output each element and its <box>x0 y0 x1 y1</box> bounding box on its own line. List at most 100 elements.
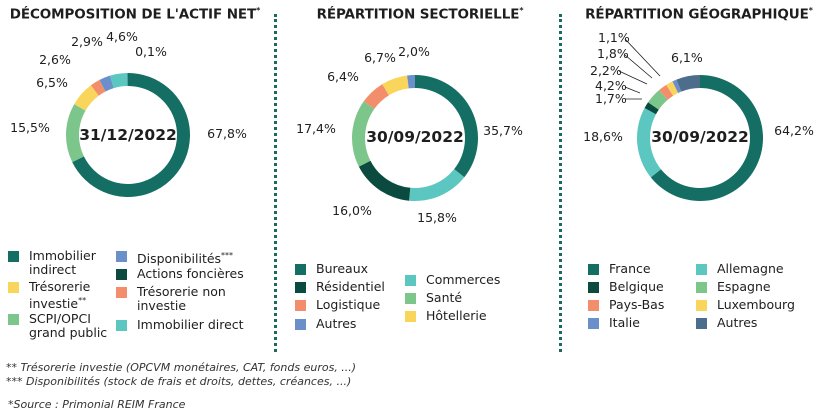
chart-title: DÉCOMPOSITION DE L'ACTIF NET* <box>9 6 261 23</box>
divider <box>559 14 562 352</box>
legend-label: Actions foncières <box>137 266 244 281</box>
footnote-tresorerie: ** Trésorerie investie (OPCVM monétaires… <box>6 361 357 374</box>
legend-label: Autres <box>717 315 758 330</box>
legend-item-tresorerie-non-investie: Trésorerie non investie <box>116 285 226 313</box>
legend-footnote-mark: ** <box>78 296 87 305</box>
legend-label: SCPI/OPCI grand public <box>29 311 108 340</box>
data-label-immobilier-indirect: 67,8% <box>207 126 247 141</box>
leader-line <box>624 86 641 94</box>
legend-swatch <box>405 311 416 322</box>
legend-item-residentiel: Résidentiel <box>295 280 385 294</box>
legend-item-espagne: Espagne <box>696 280 771 294</box>
data-label-actions-foncieres: 0,1% <box>135 44 167 59</box>
legend-item-commerces: Commerces <box>405 273 500 287</box>
legend-item-logistique: Logistique <box>295 298 380 312</box>
panel-repartition-sectorielle: RÉPARTITION SECTORIELLE* 35,7% 15,8% 16,0%… <box>285 0 555 362</box>
data-label-immobilier-direct: 4,6% <box>106 29 138 44</box>
data-label-allemagne: 18,6% <box>583 129 623 144</box>
slice-allemagne <box>637 108 661 178</box>
legend-label: Santé <box>426 290 463 305</box>
legend-label: Italie <box>609 315 640 330</box>
legend-item-autres: Autres <box>696 316 757 330</box>
data-label-france: 64,2% <box>774 123 814 138</box>
footnotes: ** Trésorerie investie (OPCVM monétaires… <box>6 361 356 389</box>
chart-title: RÉPARTITION GÉOGRAPHIQUE* <box>585 6 813 23</box>
donut-center-label: 31/12/2022 <box>79 126 177 144</box>
slice-disponibilites <box>99 75 114 92</box>
slice-logistique <box>363 84 390 109</box>
slice-luxembourg <box>666 81 679 96</box>
legend-swatch <box>588 300 599 311</box>
footnote-disponibilites: *** Disponibilités (stock de frais et dr… <box>6 375 352 388</box>
data-label-disponibilites: 2,9% <box>71 34 103 49</box>
data-label-logistique: 6,4% <box>327 69 359 84</box>
legend-label: Immobilier indirect <box>29 248 96 277</box>
legend-swatch <box>116 269 127 280</box>
slice-italie <box>672 79 682 94</box>
legend: Bureaux Résidentiel Logistique Autres Commer… <box>285 0 555 362</box>
leader-line <box>624 54 653 79</box>
panel-actif-net: DÉCOMPOSITION DE L'ACTIF NET* 67,8% 15,5%… <box>0 0 270 362</box>
legend: Immobilier indirect Trésorerie investie**… <box>0 0 270 362</box>
data-label-luxembourg: 1,8% <box>597 46 629 61</box>
legend-footnote-mark: *** <box>221 251 234 260</box>
data-label-hotellerie: 6,7% <box>364 50 396 65</box>
data-label-pays-bas: 2,2% <box>590 63 622 78</box>
donut-chart-geographique: 64,2% 18,6% 1,7%4,2%2,2% 1,8%1,1% 6,1% 30/09… <box>583 30 814 201</box>
data-label-autres: 6,1% <box>671 50 703 65</box>
legend-label: Commerces <box>426 272 501 287</box>
legend-item-immobilier-indirect: Immobilier indirect <box>8 249 96 277</box>
slice-autres <box>407 75 415 89</box>
leader-line <box>624 38 661 77</box>
slice-espagne <box>648 89 668 110</box>
legend-item-actions-foncieres: Actions foncières <box>116 267 244 281</box>
slice-residentiel <box>358 160 411 201</box>
panel-repartition-geographique: RÉPARTITION GÉOGRAPHIQUE* 64,2% 18,6% 1,7%… <box>570 0 828 362</box>
legend-item-autres: Autres <box>295 317 356 331</box>
legend-item-italie: Italie <box>588 316 640 330</box>
legend-label: Belgique <box>609 279 664 294</box>
legend: France Belgique Pays-Bas Italie Allemagne Esp… <box>570 0 828 362</box>
data-label-sante: 17,4% <box>296 121 336 136</box>
data-label-italie: 1,1% <box>598 30 630 45</box>
slice-immobilier-direct <box>109 73 128 89</box>
legend-label: Autres <box>316 316 357 331</box>
legend-item-luxembourg: Luxembourg <box>696 298 795 312</box>
legend-swatch <box>588 264 599 275</box>
data-label-tresorerie-non-investie: 2,6% <box>39 52 71 67</box>
legend-item-scpi-opci-grand-public: SCPI/OPCI grand public <box>8 312 107 340</box>
slice-tresorerie-non-investie <box>90 79 106 96</box>
legend-label: Résidentiel <box>316 279 385 294</box>
legend-label: Bureaux <box>316 261 369 276</box>
legend-swatch <box>696 282 707 293</box>
legend-label: Immobilier direct <box>137 317 244 332</box>
legend-item-france: France <box>588 262 651 276</box>
slice-tresorerie-investie <box>74 85 99 111</box>
donut-center-label: 30/09/2022 <box>366 128 464 146</box>
legend-label: Logistique <box>316 297 381 312</box>
legend-item-hotellerie: Hôtellerie <box>405 309 487 323</box>
legend-swatch <box>588 318 599 329</box>
legend-swatch <box>405 293 416 304</box>
slice-commerces <box>409 169 465 201</box>
legend-swatch <box>116 287 127 298</box>
divider <box>274 14 277 352</box>
slice-pays-bas <box>659 84 674 100</box>
data-label-scpi-opci-grand-public: 15,5% <box>10 120 50 135</box>
data-label-tresorerie-investie: 6,5% <box>36 75 68 90</box>
legend-item-pays-bas: Pays-Bas <box>588 298 664 312</box>
chart-title: RÉPARTITION SECTORIELLE* <box>316 6 524 23</box>
legend-item-immobilier-direct: Immobilier direct <box>116 318 244 332</box>
legend-swatch <box>295 319 306 330</box>
legend-swatch <box>696 318 707 329</box>
legend-label: Allemagne <box>717 261 784 276</box>
data-label-espagne: 4,2% <box>595 78 627 93</box>
data-label-autres: 2,0% <box>398 44 430 59</box>
legend-item-bureaux: Bureaux <box>295 262 368 276</box>
legend-label: Luxembourg <box>717 297 795 312</box>
donut-chart-actif-net: 67,8% 15,5% 6,5% 2,6%2,9% 4,6%0,1% 31/12/202… <box>10 29 247 198</box>
slice-hotellerie <box>382 75 409 96</box>
legend-label: Hôtellerie <box>426 308 487 323</box>
legend-label: Disponibilités*** <box>137 251 234 267</box>
legend-label: Espagne <box>717 279 771 294</box>
